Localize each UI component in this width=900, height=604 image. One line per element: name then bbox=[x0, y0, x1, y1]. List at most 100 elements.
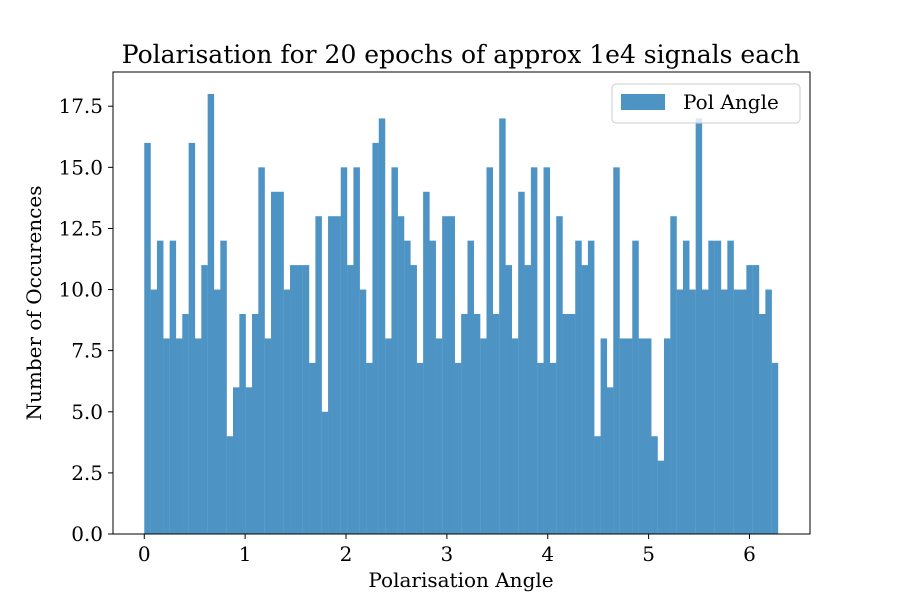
histogram-bar bbox=[613, 167, 620, 535]
histogram-bar bbox=[207, 94, 215, 534]
histogram-bar bbox=[410, 265, 417, 534]
histogram-bar bbox=[321, 411, 329, 534]
histogram-bar bbox=[505, 265, 513, 534]
histogram-bar bbox=[727, 240, 734, 534]
histogram-bar bbox=[442, 216, 449, 534]
histogram-bar bbox=[556, 216, 563, 534]
histogram-bar bbox=[372, 142, 379, 534]
histogram-bar bbox=[518, 191, 525, 534]
x-tick-label: 4 bbox=[541, 542, 554, 566]
legend-frame bbox=[611, 83, 801, 124]
legend: Pol Angle bbox=[611, 83, 801, 124]
histogram-bar bbox=[302, 265, 310, 534]
histogram-bar bbox=[467, 240, 474, 534]
histogram-bar bbox=[530, 167, 538, 535]
legend-swatch bbox=[621, 94, 665, 110]
histogram-bar bbox=[733, 289, 741, 534]
histogram-bar bbox=[511, 338, 519, 534]
x-tick-label: 6 bbox=[743, 542, 756, 566]
histogram-bar bbox=[334, 216, 341, 534]
histogram-bar bbox=[486, 167, 493, 535]
histogram-bar bbox=[499, 118, 506, 534]
histogram-bar bbox=[385, 338, 392, 534]
histogram-bar bbox=[657, 460, 665, 534]
histogram-bar bbox=[670, 216, 677, 534]
histogram-bar bbox=[315, 216, 322, 534]
histogram-bar bbox=[245, 387, 253, 534]
x-tick-label: 1 bbox=[239, 542, 252, 566]
histogram-bar bbox=[765, 289, 772, 534]
x-tick-label: 0 bbox=[138, 542, 151, 566]
histogram-bar bbox=[144, 142, 151, 534]
histogram-bar bbox=[461, 314, 468, 534]
y-axis: 0.0 2.5 5.0 7.5 10.0 12.5 15.0 17.5 bbox=[58, 94, 113, 546]
histogram-bar bbox=[296, 265, 303, 534]
histogram-bar bbox=[169, 240, 177, 534]
histogram-bar bbox=[524, 265, 532, 534]
histogram-bar bbox=[625, 338, 633, 534]
legend-label: Pol Angle bbox=[683, 90, 779, 114]
histogram-bar bbox=[480, 338, 487, 534]
histogram-bar bbox=[283, 289, 291, 534]
histogram-bar bbox=[290, 265, 297, 534]
histogram-bar bbox=[366, 362, 373, 534]
histogram-bar bbox=[537, 362, 544, 534]
histogram-bar bbox=[663, 338, 671, 534]
histogram-bar bbox=[568, 314, 576, 534]
x-tick-label: 2 bbox=[340, 542, 353, 566]
histogram-bar bbox=[188, 142, 196, 534]
x-axis: 0 1 2 3 4 5 6 bbox=[138, 534, 756, 566]
histogram-bar bbox=[473, 314, 481, 534]
histogram-bar bbox=[454, 362, 462, 534]
histogram-bar bbox=[239, 314, 246, 534]
histogram-bar bbox=[701, 289, 709, 534]
histogram-bar bbox=[448, 216, 455, 534]
y-tick-label: 12.5 bbox=[58, 216, 103, 240]
histogram-bar bbox=[416, 362, 424, 534]
histogram-bar bbox=[347, 265, 354, 534]
histogram-bar bbox=[429, 240, 436, 534]
histogram-bar bbox=[359, 289, 367, 534]
histogram-bar bbox=[391, 167, 398, 535]
histogram-bar bbox=[277, 191, 284, 534]
histogram-bar bbox=[549, 362, 557, 534]
histogram-bar bbox=[340, 167, 348, 535]
histogram-bar bbox=[771, 362, 779, 534]
x-tick-label: 3 bbox=[441, 542, 454, 566]
histogram-bar bbox=[232, 387, 240, 534]
histogram-bar bbox=[606, 387, 614, 534]
histogram-bar bbox=[201, 265, 208, 534]
histogram-bar bbox=[562, 314, 570, 534]
histogram-bar bbox=[721, 289, 728, 534]
histogram-bar bbox=[638, 338, 646, 534]
histogram-bar bbox=[632, 240, 639, 534]
y-axis-label: Number of Occurences bbox=[22, 186, 46, 421]
histogram-bar bbox=[676, 289, 684, 534]
histogram-bar bbox=[156, 240, 164, 534]
histogram-bar bbox=[600, 338, 608, 534]
histogram-bar bbox=[271, 191, 278, 534]
histogram-bar bbox=[682, 240, 690, 534]
x-tick-label: 5 bbox=[642, 542, 655, 566]
histogram-bar bbox=[708, 240, 715, 534]
histogram-bars bbox=[144, 94, 779, 535]
histogram-bar bbox=[213, 289, 221, 534]
y-tick-label: 15.0 bbox=[58, 155, 103, 179]
histogram-bar bbox=[182, 314, 189, 534]
histogram-bar bbox=[435, 338, 443, 534]
y-tick-label: 2.5 bbox=[71, 461, 103, 485]
histogram-bar bbox=[163, 338, 170, 534]
histogram-bar bbox=[575, 240, 582, 534]
histogram-bar bbox=[594, 436, 601, 534]
histogram-bar bbox=[150, 289, 158, 534]
histogram-bar bbox=[252, 314, 259, 534]
histogram-bar bbox=[353, 167, 360, 535]
plot-frame bbox=[112, 71, 811, 535]
histogram-bar bbox=[194, 338, 202, 534]
histogram-bar bbox=[404, 240, 411, 534]
histogram-bar bbox=[226, 436, 234, 534]
histogram-bar bbox=[309, 362, 316, 534]
histogram-bar bbox=[220, 240, 227, 534]
histogram-bar bbox=[695, 118, 703, 534]
